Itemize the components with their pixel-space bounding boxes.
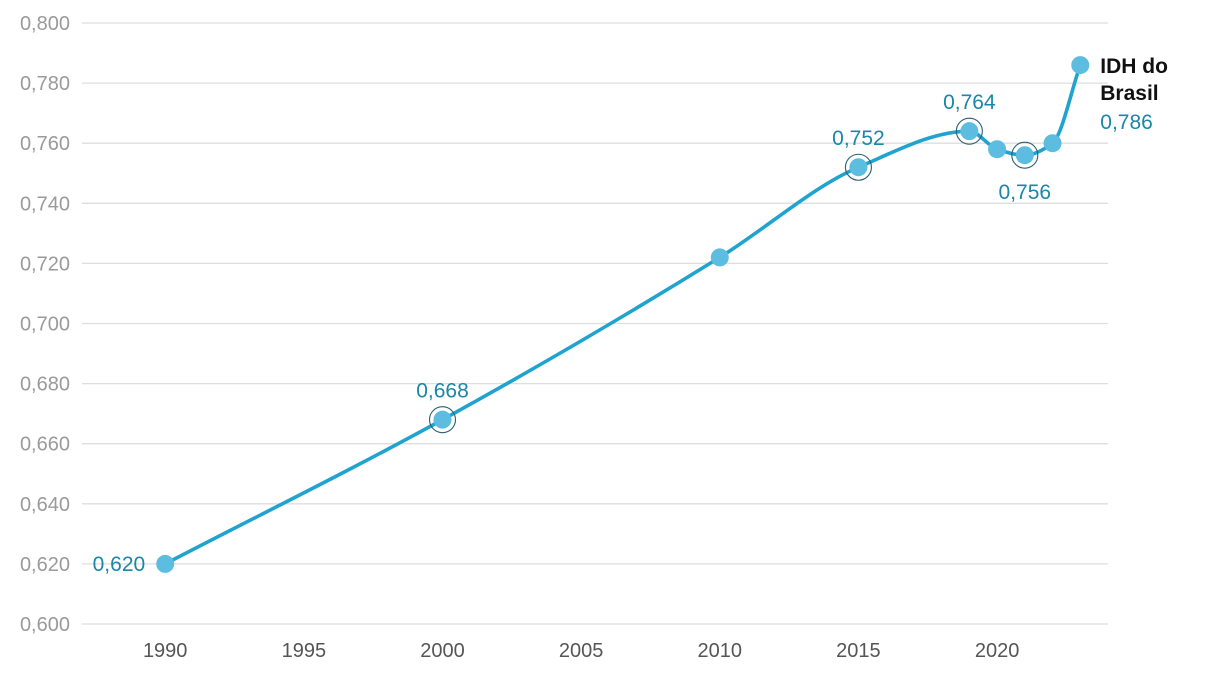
y-tick-label: 0,600	[20, 614, 70, 636]
data-label: 0,764	[943, 91, 996, 114]
y-tick-label: 0,760	[20, 133, 70, 155]
data-points	[156, 56, 1090, 573]
data-point	[1015, 146, 1034, 165]
data-label: 0,668	[416, 380, 469, 403]
x-axis-ticks: 1990 1995 2000 2005 2010 2015 2020	[143, 640, 1019, 662]
y-tick-label: 0,800	[20, 13, 70, 35]
series-line	[163, 63, 1083, 566]
y-axis-ticks: 0,600 0,620 0,640 0,660 0,680 0,700 0,720 0,740…	[20, 13, 70, 636]
y-tick-label: 0,620	[20, 554, 70, 576]
series-lines	[163, 63, 1083, 566]
data-point	[988, 140, 1007, 159]
data-label: 0,620	[93, 553, 146, 576]
series-name-label: Brasil	[1100, 82, 1158, 105]
data-point	[960, 122, 979, 141]
data-label: 0,786	[1100, 111, 1153, 134]
y-tick-label: 0,720	[20, 253, 70, 275]
highlight-ring	[428, 406, 457, 434]
y-tick-label: 0,740	[20, 193, 70, 215]
data-label: 0,756	[999, 181, 1052, 204]
data-point	[710, 248, 729, 267]
x-tick-label: 1995	[282, 640, 327, 662]
x-tick-label: 1990	[143, 640, 188, 662]
y-tick-label: 0,700	[20, 314, 70, 336]
data-point	[433, 410, 452, 429]
data-labels: IDH do Brasil 0,620 0,668 0,752 0,764 0,756 0,7…	[93, 55, 1168, 576]
y-tick-label: 0,660	[20, 434, 70, 456]
x-tick-label: 2000	[420, 640, 465, 662]
y-tick-label: 0,780	[20, 73, 70, 95]
series-name-label: IDH do	[1100, 55, 1168, 78]
gridlines	[82, 22, 1108, 625]
x-tick-label: 2010	[698, 640, 743, 662]
y-tick-label: 0,680	[20, 374, 70, 396]
x-tick-label: 2005	[559, 640, 604, 662]
data-point	[1043, 134, 1062, 153]
x-tick-label: 2020	[975, 640, 1020, 662]
highlight-ring	[844, 153, 872, 181]
y-tick-label: 0,640	[20, 494, 70, 516]
data-point	[156, 554, 175, 573]
highlight-ring	[955, 117, 983, 145]
data-label: 0,752	[832, 127, 885, 150]
data-point	[849, 158, 868, 177]
x-tick-label: 2015	[836, 640, 881, 662]
highlight-ring	[1011, 141, 1039, 169]
data-point	[1071, 56, 1090, 75]
